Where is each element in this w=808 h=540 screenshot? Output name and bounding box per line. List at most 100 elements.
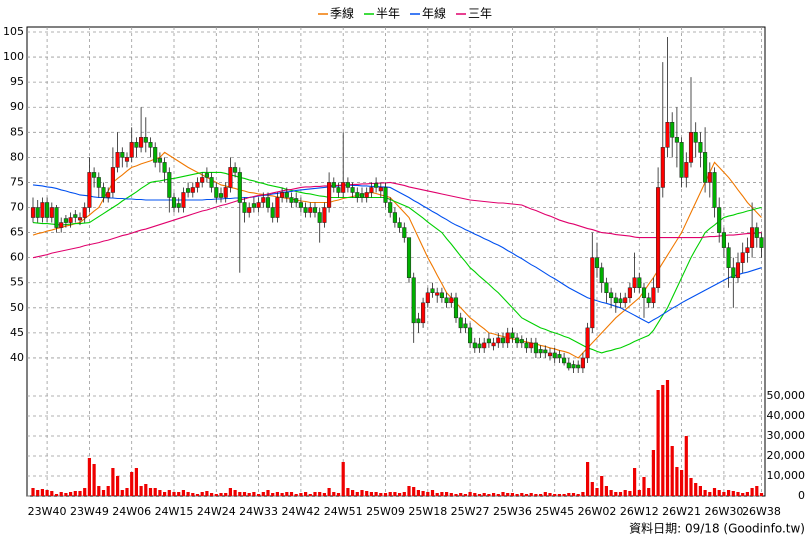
volume-bar xyxy=(543,492,547,496)
volume-bar xyxy=(322,493,326,496)
candle-body xyxy=(449,297,454,304)
x-tick-label: 24W42 xyxy=(281,505,320,518)
volume-bar xyxy=(172,492,176,496)
volume-bar xyxy=(581,492,585,496)
x-tick-label: 26W12 xyxy=(620,505,659,518)
volume-bar xyxy=(289,492,294,496)
volume-bar xyxy=(656,390,660,496)
moving-average-line xyxy=(32,184,762,324)
candle-body xyxy=(110,167,115,193)
candle-body xyxy=(49,207,54,218)
candle-body xyxy=(247,207,252,213)
candle-body xyxy=(750,227,755,248)
volume-bar xyxy=(449,493,453,496)
volume-bar xyxy=(440,492,444,496)
y-tick-label: 90 xyxy=(10,100,24,113)
candle-body xyxy=(30,207,36,218)
candle-body xyxy=(599,267,604,283)
candle-body xyxy=(510,332,515,339)
volume-bar xyxy=(167,490,171,496)
volume-bar xyxy=(567,493,571,496)
y-tick-label: 50 xyxy=(10,301,24,314)
volume-bar xyxy=(388,492,392,496)
candle-body xyxy=(609,292,614,299)
volume-bar xyxy=(252,492,256,496)
volume-bar xyxy=(116,476,120,496)
y2-tick-label: 40,000 xyxy=(767,409,806,422)
candle-body xyxy=(505,332,510,344)
candle-body xyxy=(256,202,261,208)
volume-bar xyxy=(745,492,749,496)
volume-bar xyxy=(224,493,228,496)
volume-bar xyxy=(402,492,406,496)
volume-bar xyxy=(210,493,214,496)
candle-body xyxy=(341,182,346,193)
candle-body xyxy=(594,257,600,268)
candle-body xyxy=(477,343,482,349)
volume-bar xyxy=(463,494,467,496)
volume-bar xyxy=(562,494,566,496)
candle-body xyxy=(392,212,397,223)
volume-bar xyxy=(31,488,35,496)
candle-body xyxy=(529,342,534,349)
candle-body xyxy=(571,364,576,369)
volume-bar xyxy=(670,446,674,496)
volume-bar xyxy=(158,490,162,496)
volume-bar xyxy=(228,488,232,496)
candle-body xyxy=(754,227,759,238)
candle-body xyxy=(345,182,350,188)
candle-body xyxy=(613,297,618,304)
volume-bar xyxy=(623,490,627,496)
candle-body xyxy=(369,187,374,193)
candle-body xyxy=(406,237,412,278)
candle-body xyxy=(35,207,40,218)
volume-bar xyxy=(553,494,557,496)
volume-bar xyxy=(477,494,482,496)
volume-bar xyxy=(510,493,514,496)
volume-bar xyxy=(492,493,496,496)
volume-bar xyxy=(501,492,505,496)
candle-body xyxy=(576,364,581,369)
volume-bar xyxy=(97,486,101,496)
volume-bar xyxy=(50,491,54,496)
y-tick-label: 95 xyxy=(10,75,24,88)
volume-bar xyxy=(144,484,148,496)
volume-bar xyxy=(313,492,317,496)
candle-body xyxy=(435,292,440,296)
candle-body xyxy=(524,342,529,349)
volume-bar xyxy=(332,492,336,496)
candle-body xyxy=(500,337,506,344)
volume-bar xyxy=(459,493,463,496)
volume-bar xyxy=(177,492,181,496)
volume-bar xyxy=(727,490,731,496)
candle-body xyxy=(181,192,186,208)
volume-bar xyxy=(741,493,745,496)
volume-bar xyxy=(661,385,665,496)
volume-bar xyxy=(101,490,106,496)
candle-body xyxy=(707,172,712,183)
volume-bar xyxy=(586,462,590,496)
volume-bar xyxy=(675,467,679,496)
candle-body xyxy=(402,227,407,238)
y-tick-label: 65 xyxy=(10,226,24,239)
candle-body xyxy=(355,192,360,198)
candle-body xyxy=(124,157,130,162)
candle-body xyxy=(411,277,416,324)
volume-bar xyxy=(59,492,63,496)
legend-label: 季線 xyxy=(330,6,354,21)
candle-body xyxy=(717,207,722,233)
volume-bar xyxy=(83,488,87,496)
volume-bar xyxy=(369,492,373,496)
candle-body xyxy=(637,277,642,288)
volume-bar xyxy=(506,493,510,496)
candle-body xyxy=(590,257,595,329)
volume-bar xyxy=(360,490,364,496)
volume-bar xyxy=(351,490,355,496)
candle-body xyxy=(425,292,430,304)
volume-bar xyxy=(355,492,359,496)
candle-body xyxy=(275,197,280,218)
y-tick-label: 105 xyxy=(3,25,24,38)
candle-body xyxy=(251,203,256,208)
volume-bar xyxy=(327,488,331,496)
volume-bar xyxy=(430,490,435,496)
